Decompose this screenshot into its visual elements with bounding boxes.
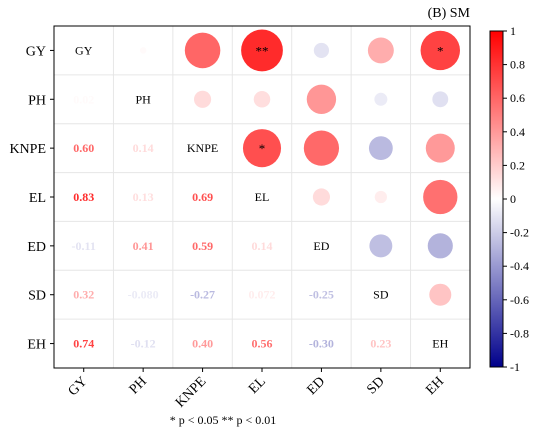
x-tick-label: SD <box>364 374 387 397</box>
correlation-circle <box>306 84 337 114</box>
correlation-value: 0.60 <box>73 141 94 155</box>
correlation-circle <box>427 233 453 259</box>
x-tick-label: GY <box>66 374 91 399</box>
significance-mark: ** <box>256 43 269 58</box>
correlation-circle <box>367 37 394 64</box>
x-tick-label: PH <box>127 374 150 397</box>
correlation-value: -0.27 <box>190 288 215 302</box>
colorbar-tick-label: -0.4 <box>510 259 529 273</box>
diagonal-label: EH <box>432 337 448 351</box>
correlation-circle <box>432 91 449 108</box>
correlation-circle <box>423 179 458 215</box>
significance-mark: * <box>259 141 266 156</box>
correlation-circle <box>420 30 461 71</box>
cells: GY ** *0.02 PH0.60 0.14 KNPE *0.83 0.13 0.69 EL-0… <box>72 29 461 351</box>
correlation-circle <box>253 91 271 108</box>
correlation-value: 0.072 <box>249 288 276 302</box>
correlation-circle <box>241 29 283 72</box>
diagonal-label: GY <box>75 43 93 57</box>
correlation-circle <box>369 234 393 258</box>
y-tick-label: KNPE <box>9 142 46 157</box>
correlation-circle <box>139 47 147 54</box>
correlation-value: 0.02 <box>73 92 94 106</box>
correlation-circle <box>368 136 393 161</box>
diagonal-label: SD <box>373 288 389 302</box>
correlation-circle <box>184 32 221 69</box>
correlation-value: -0.25 <box>309 288 334 302</box>
correlation-value: 0.69 <box>192 190 213 204</box>
colorbar-tick-label: 0.8 <box>510 58 525 72</box>
diagonal-label: PH <box>135 92 151 106</box>
colorbar: 1 0.8 0.6 0.4 0.2 0 -0.2 -0.4 -0.6 -0.8 -1 <box>489 24 529 374</box>
colorbar-tick-label: 0 <box>510 192 516 206</box>
panel-label: (B) SM <box>428 6 471 21</box>
y-tick-label: GY <box>26 44 46 59</box>
colorbar-tick-label: -0.8 <box>510 326 529 340</box>
colorbar-tick-label: -0.6 <box>510 293 529 307</box>
significance-note: * p < 0.05 ** p < 0.01 <box>170 413 277 427</box>
colorbar-tick-label: 1 <box>510 24 516 38</box>
correlation-value: 0.23 <box>370 337 391 351</box>
correlation-value: 0.13 <box>133 190 154 204</box>
colorbar-tick-label: -0.2 <box>510 226 529 240</box>
correlation-value: -0.12 <box>131 337 156 351</box>
colorbar-tick-label: 0.2 <box>510 158 525 172</box>
correlation-value: -0.11 <box>72 239 96 253</box>
plot-frame <box>53 25 471 369</box>
correlation-circle <box>193 90 212 108</box>
correlation-circle <box>303 130 340 166</box>
correlation-circle <box>312 188 331 206</box>
x-tick-label: EL <box>246 374 269 397</box>
correlation-value: 0.14 <box>133 141 154 155</box>
correlation-value: 0.59 <box>192 239 213 253</box>
correlation-value: 0.83 <box>73 190 94 204</box>
x-tick-label: EH <box>423 374 447 398</box>
correlation-circle <box>374 190 388 204</box>
significance-mark: * <box>437 43 444 58</box>
x-tick-label: KNPE <box>173 374 209 410</box>
y-tick-label: EL <box>29 191 46 206</box>
diagonal-label: KNPE <box>187 141 218 155</box>
correlation-value: 0.41 <box>133 239 154 253</box>
diagonal-label: ED <box>313 239 329 253</box>
colorbar-bar <box>489 30 504 368</box>
diagonal-label: EL <box>255 190 270 204</box>
correlation-circle <box>374 92 388 106</box>
correlation-value: 0.40 <box>192 337 213 351</box>
y-tick-label: EH <box>27 338 46 353</box>
correlation-value: 0.14 <box>252 239 273 253</box>
correlation-circle <box>429 283 452 306</box>
y-tick-label: PH <box>28 93 46 108</box>
y-tick-label: ED <box>27 240 46 255</box>
colorbar-tick-label: 0.6 <box>510 91 525 105</box>
correlation-circle <box>425 133 455 163</box>
correlation-value: -0.30 <box>309 337 334 351</box>
colorbar-tick-label: 0.4 <box>510 125 525 139</box>
grid <box>54 26 470 368</box>
correlation-circle <box>242 129 282 168</box>
correlation-value: 0.32 <box>73 288 94 302</box>
correlation-value: 0.56 <box>252 337 273 351</box>
x-tick-label: ED <box>304 374 328 398</box>
y-tick-label: SD <box>28 289 46 304</box>
correlation-value: 0.74 <box>73 337 94 351</box>
correlation-value: -0.080 <box>128 288 159 302</box>
correlation-circle <box>313 42 330 59</box>
colorbar-tick-label: -1 <box>510 360 520 374</box>
